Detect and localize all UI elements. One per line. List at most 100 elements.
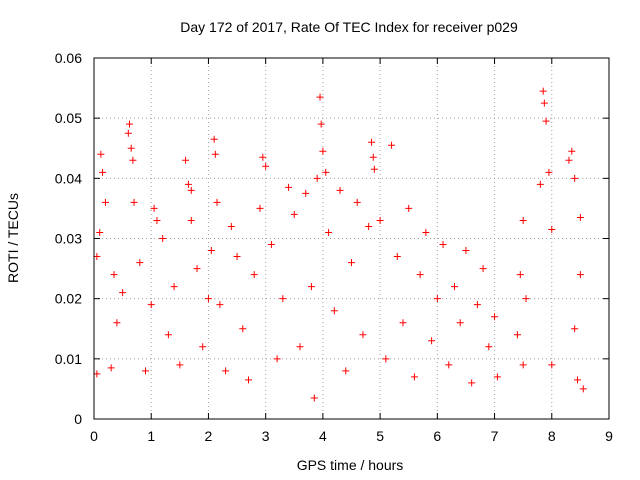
y-axis-label: ROTI / TECUs (5, 193, 21, 283)
data-point (147, 301, 155, 309)
data-point (456, 319, 464, 327)
data-point (193, 265, 201, 273)
data-point (222, 367, 230, 375)
data-point (204, 295, 212, 303)
data-point (513, 331, 521, 339)
data-point (353, 198, 361, 206)
data-point (250, 271, 258, 279)
data-point (101, 198, 109, 206)
data-point (136, 259, 144, 267)
x-axis-label: GPS time / hours (297, 457, 404, 473)
data-point (348, 259, 355, 267)
data-point (290, 210, 298, 218)
data-point (516, 271, 524, 279)
x-tick-label: 1 (147, 428, 155, 444)
data-point (519, 216, 527, 224)
data-point (576, 213, 584, 221)
x-tick-label: 4 (319, 428, 327, 444)
data-point (316, 93, 324, 101)
data-point (267, 241, 275, 249)
data-point (548, 225, 556, 233)
data-point (388, 141, 396, 149)
data-point (539, 87, 547, 95)
data-point (262, 162, 270, 170)
data-point (302, 189, 310, 197)
x-tick-label: 5 (376, 428, 384, 444)
data-point (399, 319, 407, 327)
data-point (571, 325, 579, 333)
data-point (119, 289, 127, 297)
data-point (410, 373, 418, 381)
data-point (285, 183, 293, 191)
data-points (93, 87, 587, 402)
y-tick-label: 0.05 (55, 110, 82, 126)
data-point (568, 147, 576, 155)
data-point (382, 355, 390, 363)
data-point (439, 241, 447, 249)
data-point (142, 367, 149, 375)
data-point (233, 253, 241, 261)
data-point (491, 313, 499, 321)
data-point (150, 204, 158, 212)
data-point (571, 174, 579, 182)
data-point (129, 156, 137, 164)
data-point (322, 168, 330, 176)
x-tick-label: 8 (548, 428, 556, 444)
x-tick-label: 2 (205, 428, 213, 444)
data-point (473, 301, 481, 309)
data-point (445, 361, 453, 369)
data-point (130, 198, 138, 206)
x-tick-label: 7 (491, 428, 499, 444)
data-point (336, 186, 344, 194)
x-tick-label: 9 (605, 428, 613, 444)
data-point (522, 295, 530, 303)
data-point (330, 307, 338, 315)
ticks-layer: 0 1 2 3 4 5 6 7 8 9 0 0.01 0.02 0.03 0.04 0.05 0.06 (55, 50, 613, 444)
data-point (93, 253, 101, 261)
data-point (542, 117, 550, 125)
data-point (317, 120, 325, 128)
data-point (548, 361, 556, 369)
data-point (325, 228, 333, 236)
data-point (182, 156, 190, 164)
data-point (319, 147, 327, 155)
data-point (113, 319, 121, 327)
data-point (359, 331, 367, 339)
data-point (96, 228, 104, 236)
data-point (433, 295, 441, 303)
data-point (493, 373, 501, 381)
data-point (207, 247, 215, 255)
data-point (545, 168, 553, 176)
y-tick-label: 0.04 (55, 170, 82, 186)
data-point (422, 228, 430, 236)
data-point (227, 222, 235, 230)
data-point (416, 271, 424, 279)
data-point (370, 165, 378, 173)
data-point (468, 379, 476, 387)
data-point (211, 150, 219, 158)
data-point (176, 361, 184, 369)
y-tick-label: 0.01 (55, 351, 82, 367)
data-point (485, 343, 493, 351)
data-point (576, 271, 584, 279)
data-point (296, 343, 304, 351)
data-point (462, 247, 470, 255)
plot-frame (93, 57, 610, 420)
data-point (93, 370, 101, 378)
data-point (574, 376, 582, 384)
data-point (259, 153, 267, 161)
data-point (216, 301, 224, 309)
data-point (279, 295, 287, 303)
data-point (107, 364, 115, 372)
x-tick-label: 0 (90, 428, 98, 444)
data-point (124, 129, 132, 137)
data-point (245, 376, 252, 384)
data-point (125, 120, 133, 128)
data-point (184, 180, 192, 188)
data-point (405, 204, 413, 212)
data-point (313, 174, 321, 182)
data-point (376, 216, 384, 224)
data-point (342, 367, 350, 375)
y-tick-label: 0 (74, 411, 82, 427)
